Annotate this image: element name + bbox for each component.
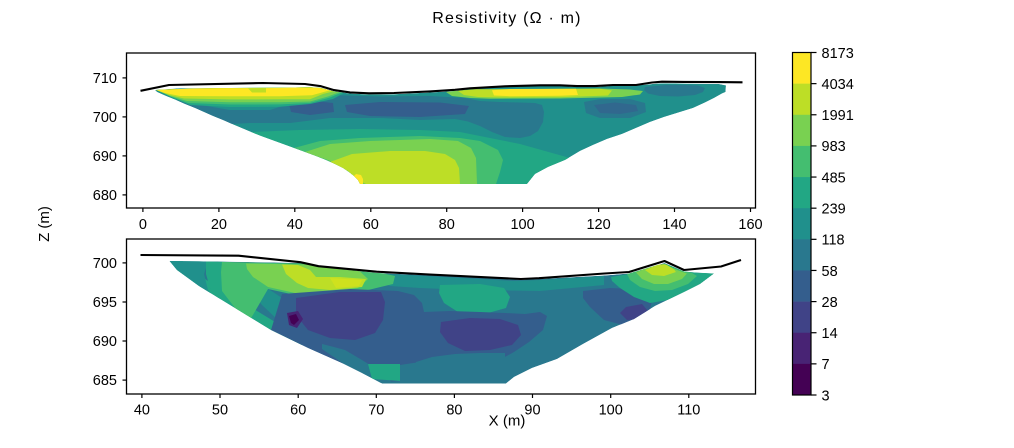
svg-text:58: 58 [822,264,838,280]
svg-text:710: 710 [93,71,117,87]
svg-text:8173: 8173 [822,46,854,62]
svg-text:983: 983 [822,139,846,155]
svg-text:685: 685 [93,373,117,389]
svg-text:80: 80 [446,403,462,419]
svg-text:14: 14 [822,326,838,342]
svg-text:700: 700 [93,256,117,272]
svg-text:120: 120 [586,217,610,233]
svg-text:60: 60 [290,403,306,419]
svg-text:690: 690 [93,149,117,165]
svg-text:700: 700 [93,110,117,126]
svg-text:140: 140 [662,217,686,233]
svg-text:60: 60 [363,217,379,233]
svg-text:239: 239 [822,201,846,217]
svg-text:70: 70 [368,403,384,419]
svg-text:485: 485 [822,170,846,186]
svg-text:90: 90 [524,403,540,419]
svg-text:160: 160 [738,217,762,233]
svg-text:110: 110 [677,403,700,419]
svg-text:690: 690 [93,334,117,350]
svg-text:7: 7 [822,357,830,373]
svg-text:695: 695 [93,295,117,311]
svg-text:100: 100 [599,403,623,419]
svg-text:0: 0 [139,217,147,233]
svg-text:Resistivity (Ω · m): Resistivity (Ω · m) [432,10,581,27]
svg-text:680: 680 [93,188,117,204]
svg-text:Z (m): Z (m) [36,206,53,242]
svg-text:X (m): X (m) [489,413,526,430]
svg-text:28: 28 [822,295,838,311]
svg-text:1991: 1991 [822,108,854,124]
svg-text:20: 20 [211,217,227,233]
svg-text:118: 118 [822,233,845,249]
svg-text:40: 40 [134,403,150,419]
svg-text:4034: 4034 [822,77,854,93]
svg-text:50: 50 [212,403,228,419]
svg-text:100: 100 [510,217,534,233]
svg-text:40: 40 [287,217,303,233]
svg-text:80: 80 [439,217,455,233]
svg-text:3: 3 [822,388,830,404]
